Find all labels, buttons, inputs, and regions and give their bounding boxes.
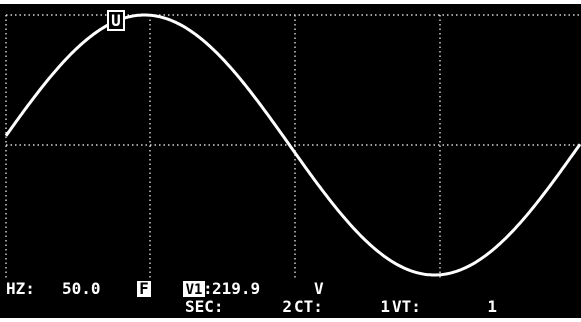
mode-badge-box [137, 281, 151, 297]
cursor-label: U [111, 11, 121, 30]
channel-badge: V1 [186, 282, 203, 298]
ct-label: CT: [294, 297, 323, 316]
vt-value: 1 [487, 297, 497, 316]
channel-value: 219.9 [212, 279, 260, 298]
frequency-value: 50.0 [62, 279, 101, 298]
cursor-box [107, 10, 125, 31]
vt-label: VT: [392, 297, 421, 316]
mode-badge: F [139, 279, 149, 298]
channel-unit: V [314, 279, 324, 298]
channel-badge-box [183, 281, 205, 297]
sec-value: 2 [282, 297, 292, 316]
screen-background [0, 4, 581, 318]
frequency-label: HZ: [6, 279, 35, 298]
ct-value: 1 [380, 297, 390, 316]
waveform [4, 13, 581, 277]
channel-separator: : [203, 279, 213, 298]
sec-label: SEC: [185, 297, 224, 316]
